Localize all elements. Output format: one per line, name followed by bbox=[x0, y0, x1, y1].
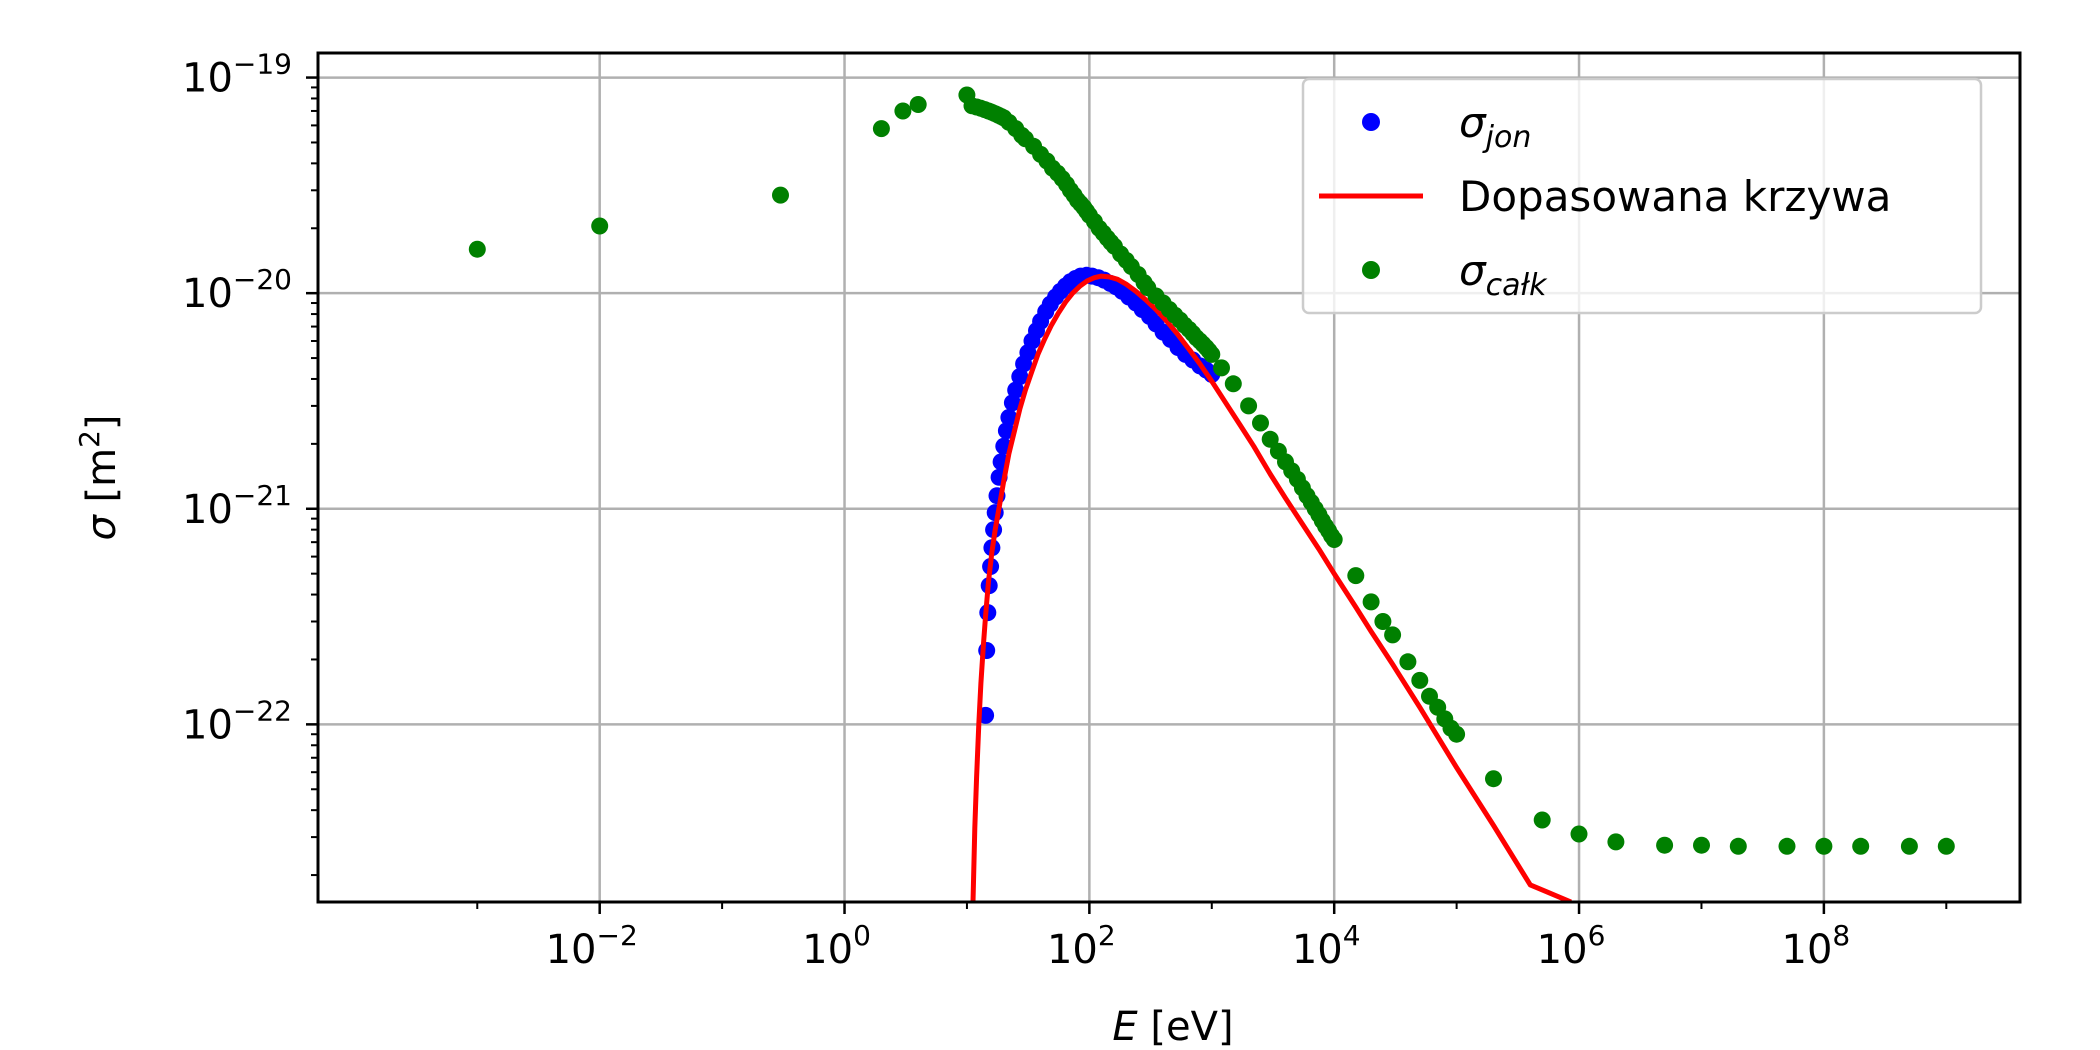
x-tick-base: 10 bbox=[1782, 927, 1833, 973]
y-tick-base: 10 bbox=[182, 702, 233, 748]
sigma-calk-point bbox=[1325, 531, 1343, 548]
sigma-calk-point bbox=[1570, 825, 1588, 843]
sigma-calk-point bbox=[1261, 430, 1279, 448]
y-tick-exponent: −21 bbox=[233, 479, 292, 512]
sigma-calk-point bbox=[1252, 414, 1269, 432]
plot-area bbox=[468, 86, 1955, 902]
sigma-calk-point bbox=[1411, 671, 1429, 689]
sigma-calk-point bbox=[1533, 811, 1551, 829]
legend-label-sub: jon bbox=[1482, 120, 1532, 155]
sigma-calk-point bbox=[1240, 397, 1258, 415]
sigma-calk-point bbox=[1374, 613, 1392, 630]
fit-curve-line bbox=[970, 273, 1572, 902]
legend-marker-sigma-calk bbox=[1362, 261, 1380, 279]
legend-label-main: Dopasowana krzywa bbox=[1459, 172, 1891, 221]
x-tick-label: 104 bbox=[1292, 919, 1361, 973]
y-tick-label: 10−21 bbox=[182, 479, 292, 533]
x-tick-label: 102 bbox=[1047, 919, 1116, 973]
y-tick-base: 10 bbox=[182, 271, 233, 317]
sigma-calk-point bbox=[1485, 770, 1502, 788]
x-tick-label: 100 bbox=[802, 919, 871, 973]
y-tick-label: 10−19 bbox=[182, 48, 292, 102]
x-tick-base: 10 bbox=[546, 927, 597, 973]
x-tick-base: 10 bbox=[1537, 927, 1588, 973]
x-tick-exponent: 6 bbox=[1588, 919, 1606, 952]
sigma-calk-point bbox=[1693, 836, 1710, 854]
y-axis-label: σ [m2] bbox=[73, 414, 125, 540]
x-tick-base: 10 bbox=[802, 927, 853, 973]
sigma-jon-series bbox=[977, 266, 1221, 724]
sigma-calk-series bbox=[468, 86, 1955, 855]
sigma-calk-point bbox=[872, 120, 890, 138]
legend-label-main: σ bbox=[1459, 246, 1487, 295]
x-axis-unit: [eV] bbox=[1138, 1004, 1234, 1050]
y-tick-label: 10−20 bbox=[182, 263, 292, 317]
y-axis-unit-prefix: [m bbox=[79, 448, 125, 515]
sigma-calk-point bbox=[1362, 593, 1380, 611]
sigma-jon-point bbox=[1003, 394, 1021, 412]
x-tick-label: 106 bbox=[1537, 919, 1606, 973]
sigma-calk-point bbox=[591, 217, 609, 235]
legend-label-sigma-jon: σjon bbox=[1459, 98, 1531, 155]
legend-marker-sigma-jon bbox=[1362, 113, 1380, 131]
x-tick-label: 10−2 bbox=[546, 919, 638, 973]
legend-label-main: σ bbox=[1459, 98, 1487, 147]
legend-label-sigma-calk: σcałk bbox=[1459, 246, 1548, 303]
y-tick-exponent: −19 bbox=[233, 48, 292, 81]
sigma-jon-point bbox=[1007, 381, 1025, 399]
x-tick-exponent: 8 bbox=[1832, 919, 1850, 952]
legend-label-fit-curve: Dopasowana krzywa bbox=[1459, 172, 1891, 221]
sigma-calk-point bbox=[1384, 626, 1402, 644]
sigma-calk-point bbox=[1937, 837, 1955, 855]
y-tick-exponent: −22 bbox=[233, 694, 292, 727]
sigma-calk-point bbox=[1607, 833, 1625, 851]
fit-curve-series bbox=[970, 273, 1572, 902]
axis-ticks bbox=[306, 76, 1948, 914]
sigma-calk-point bbox=[1852, 837, 1870, 855]
legend-label-sub: całk bbox=[1486, 268, 1548, 303]
sigma-calk-point bbox=[1815, 837, 1833, 855]
sigma-calk-point bbox=[1448, 725, 1466, 743]
legend-box bbox=[1301, 77, 1983, 315]
sigma-calk-point bbox=[909, 96, 927, 113]
y-axis-unit-suffix: ] bbox=[79, 414, 125, 430]
sigma-calk-point bbox=[1900, 837, 1918, 855]
x-axis-label: E [eV] bbox=[1112, 1004, 1233, 1050]
sigma-jon-point bbox=[1000, 409, 1018, 426]
y-tick-label: 10−22 bbox=[182, 694, 292, 748]
y-tick-exponent: −20 bbox=[233, 263, 292, 296]
x-tick-base: 10 bbox=[1292, 927, 1343, 973]
axes-frame bbox=[316, 51, 2022, 904]
sigma-calk-point bbox=[894, 102, 912, 120]
y-axis-symbol: σ bbox=[79, 514, 125, 541]
x-tick-label: 108 bbox=[1782, 919, 1851, 973]
y-axis-unit-sup: 2 bbox=[73, 430, 106, 448]
y-tick-base: 10 bbox=[182, 56, 233, 102]
sigma-calk-point bbox=[468, 240, 486, 258]
sigma-calk-point bbox=[1213, 359, 1230, 377]
y-tick-base: 10 bbox=[182, 487, 233, 533]
x-tick-exponent: 0 bbox=[853, 919, 871, 952]
sigma-calk-point bbox=[1347, 567, 1365, 585]
sigma-calk-point bbox=[772, 186, 789, 204]
x-tick-exponent: 2 bbox=[1098, 919, 1116, 952]
sigma-calk-point bbox=[1224, 375, 1242, 393]
x-tick-base: 10 bbox=[1047, 927, 1098, 973]
x-tick-exponent: −2 bbox=[597, 919, 638, 952]
sigma-calk-point bbox=[1656, 836, 1674, 854]
sigma-calk-point bbox=[1729, 837, 1747, 855]
x-tick-exponent: 4 bbox=[1343, 919, 1361, 952]
sigma-calk-point bbox=[1778, 837, 1796, 855]
sigma-calk-point bbox=[1399, 653, 1417, 671]
x-axis-symbol: E bbox=[1112, 1004, 1138, 1050]
sigma-calk-point bbox=[1203, 345, 1221, 363]
sigma-jon-point bbox=[997, 422, 1015, 440]
